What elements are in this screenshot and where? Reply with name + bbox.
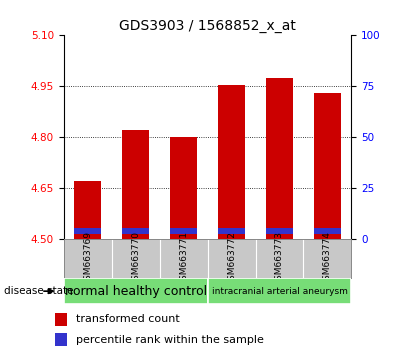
Bar <box>74 228 101 234</box>
Title: GDS3903 / 1568852_x_at: GDS3903 / 1568852_x_at <box>119 19 296 33</box>
Bar <box>122 130 149 239</box>
Bar <box>314 228 341 234</box>
Bar <box>64 278 208 304</box>
Text: GSM663771: GSM663771 <box>179 231 188 286</box>
Text: GSM663770: GSM663770 <box>131 231 140 286</box>
Text: GSM663774: GSM663774 <box>323 231 332 286</box>
Bar <box>218 85 245 239</box>
Text: intracranial arterial aneurysm: intracranial arterial aneurysm <box>212 287 347 296</box>
Text: percentile rank within the sample: percentile rank within the sample <box>76 335 264 345</box>
Bar <box>266 78 293 239</box>
Bar <box>218 228 245 234</box>
Bar <box>208 278 351 304</box>
Bar <box>171 137 197 239</box>
Bar <box>55 333 67 346</box>
Text: disease state: disease state <box>4 286 74 296</box>
Bar <box>171 228 197 234</box>
Bar <box>266 228 293 234</box>
Bar <box>74 181 101 239</box>
Text: GSM663773: GSM663773 <box>275 231 284 286</box>
Bar <box>55 313 67 326</box>
Bar <box>314 93 341 239</box>
Text: GSM663772: GSM663772 <box>227 231 236 286</box>
Bar <box>122 228 149 234</box>
Text: transformed count: transformed count <box>76 314 180 325</box>
Text: GSM663769: GSM663769 <box>83 231 92 286</box>
Text: normal healthy control: normal healthy control <box>65 285 207 298</box>
